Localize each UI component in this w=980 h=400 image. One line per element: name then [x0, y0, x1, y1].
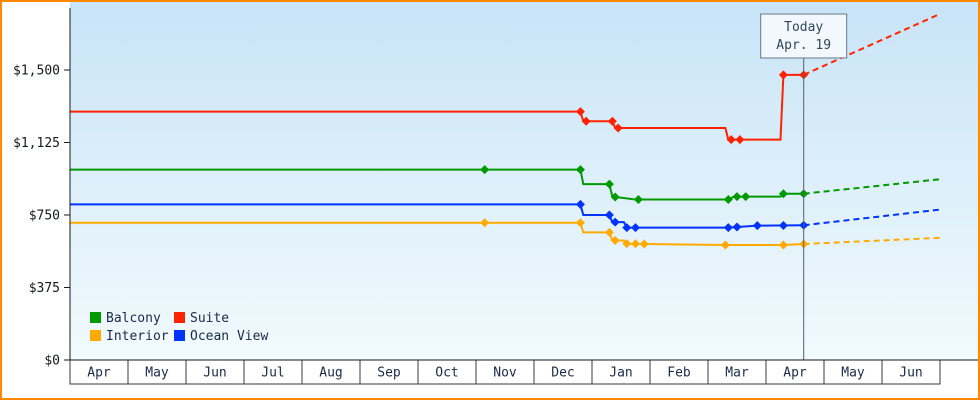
plot-background [70, 2, 978, 360]
legend-swatch-balcony [90, 312, 101, 323]
month-label: Mar [725, 366, 749, 381]
ocean-view-marker [778, 220, 788, 230]
y-axis: $0 $375 $750 $1,125 $1,500 [13, 64, 70, 369]
month-label: Jun [899, 366, 922, 381]
ocean-view-marker [723, 223, 733, 233]
month-label: Oct [435, 366, 458, 381]
interior-marker [604, 227, 614, 237]
ocean-view-marker [752, 221, 762, 231]
legend-label: Suite [190, 311, 229, 326]
today-label-line2: Apr. 19 [776, 38, 831, 53]
legend-item-balcony: Balcony [90, 311, 161, 326]
month-cell [301, 359, 361, 385]
month-label: Apr [87, 366, 111, 381]
today-label-line1: Today [784, 20, 823, 35]
month-cell [185, 359, 245, 385]
balcony-forecast-line [803, 178, 941, 195]
month-cell [533, 359, 593, 385]
month-cell [823, 359, 883, 385]
ocean-view-marker [575, 199, 585, 209]
balcony-marker [575, 165, 585, 175]
balcony-marker [778, 189, 788, 199]
suite-marker [607, 116, 617, 126]
legend-item-suite: Suite [174, 311, 229, 326]
legend-item-ocean-view: Ocean View [174, 329, 268, 344]
balcony-marker [732, 192, 742, 202]
x-axis-month-row: Apr May Jun Jul Aug Sep Oct Nov Dec Jan Feb Mar Apr M… [69, 359, 941, 385]
interior-price-line [70, 221, 804, 246]
month-label: Sep [377, 366, 401, 381]
month-label: Jan [609, 366, 632, 381]
legend: Balcony Suite Interior Ocean View [90, 311, 268, 344]
suite-marker [726, 135, 736, 145]
interior-marker [639, 239, 649, 249]
today-box [760, 13, 848, 59]
month-label: Feb [667, 366, 691, 381]
month-label: Nov [493, 366, 517, 381]
series-interior [70, 218, 941, 250]
suite-forecast-line [803, 13, 941, 76]
month-label: May [841, 366, 865, 381]
month-cell [881, 359, 941, 385]
ocean-view-marker [604, 210, 614, 220]
series-lines [70, 13, 941, 250]
month-label: Jun [203, 366, 226, 381]
balcony-marker [723, 195, 733, 205]
month-label: Apr [783, 366, 807, 381]
ocean-view-marker [732, 222, 742, 232]
y-tick-label: $750 [29, 209, 60, 224]
legend-swatch-suite [174, 312, 185, 323]
y-tick-label: $375 [29, 281, 60, 296]
ocean-view-marker [610, 217, 620, 227]
suite-marker [581, 116, 591, 126]
legend-label: Ocean View [190, 329, 268, 344]
balcony-marker [633, 195, 643, 205]
suite-marker [575, 107, 585, 117]
legend-label: Balcony [106, 311, 161, 326]
interior-marker [622, 239, 632, 249]
ocean-view-marker [622, 223, 632, 233]
y-tick-label: $1,500 [13, 64, 60, 79]
interior-marker [575, 218, 585, 228]
month-cell [69, 359, 129, 385]
month-label: May [145, 366, 169, 381]
legend-item-interior: Interior [90, 329, 169, 344]
balcony-marker [480, 165, 490, 175]
series-balcony [70, 165, 941, 205]
series-ocean-view [70, 199, 941, 233]
suite-marker [613, 123, 623, 133]
ocean-view-marker [631, 223, 640, 233]
interior-marker [610, 236, 620, 246]
y-tick-label: $0 [44, 354, 60, 369]
today-annotation: Today Apr. 19 [760, 13, 848, 360]
interior-marker [480, 218, 490, 228]
ocean-view-forecast-line [803, 208, 941, 227]
interior-marker [720, 240, 730, 250]
suite-marker [735, 135, 745, 145]
suite-marker [778, 70, 788, 80]
month-label: Dec [551, 366, 574, 381]
interior-forecast-line [803, 236, 941, 245]
legend-swatch-ocean-view [174, 330, 185, 341]
balcony-marker [610, 192, 620, 202]
month-label: Aug [319, 366, 342, 381]
month-label: Jul [261, 366, 284, 381]
y-tick-label: $1,125 [13, 136, 60, 151]
balcony-marker [741, 192, 751, 202]
legend-label: Interior [106, 329, 169, 344]
month-cell [417, 359, 477, 385]
suite-price-line [70, 73, 804, 141]
interior-marker [631, 239, 640, 249]
interior-marker [778, 240, 788, 250]
balcony-marker [604, 179, 614, 189]
legend-swatch-interior [90, 330, 101, 341]
month-cell [359, 359, 419, 385]
